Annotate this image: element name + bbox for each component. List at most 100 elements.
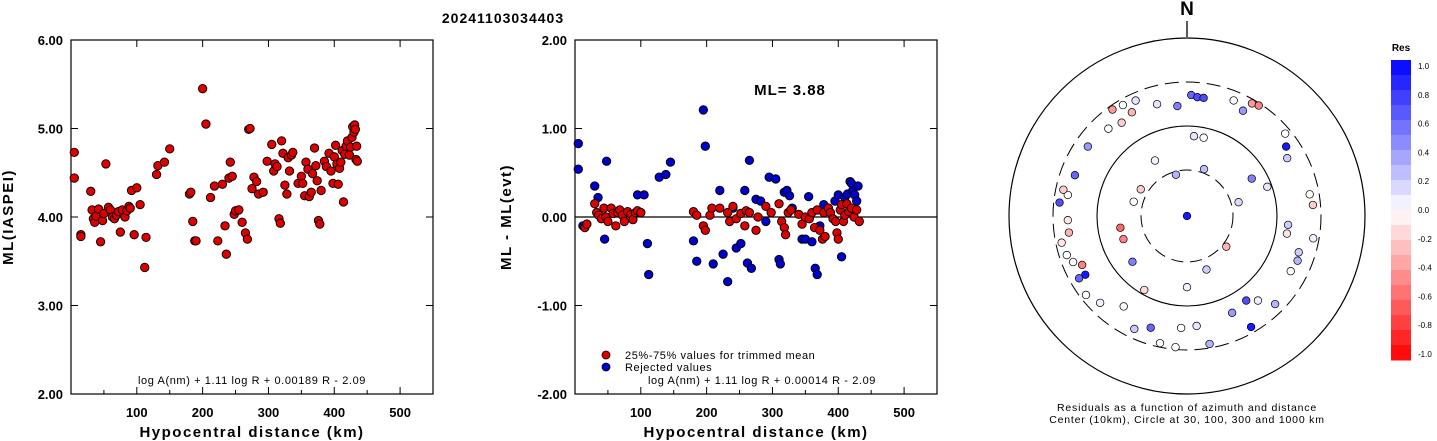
data-point [115,227,126,237]
rejected-point [761,216,771,227]
data-point [247,184,257,194]
y-tick-label: 0.00 [542,210,567,225]
station-point [1281,129,1290,138]
rejected-point [601,156,612,166]
rejected-point [665,157,676,167]
accepted-point [854,216,864,227]
x-tick-label: 500 [893,405,915,420]
data-point [326,166,336,176]
station-point [1059,185,1068,194]
circle-100km [1096,125,1278,307]
station-point [1081,270,1090,279]
station-point [1077,260,1087,270]
data-point [258,187,268,197]
accepted-point [715,203,725,213]
data-point [333,179,343,189]
data-point [280,180,290,190]
rejected-point [771,174,781,184]
accepted-point [780,230,791,240]
station-point [1229,96,1238,105]
rejected-point [639,190,649,200]
legend-rejected-label: Rejected values [625,362,712,374]
station-point [1096,298,1105,307]
station-point [1238,106,1248,115]
y-tick-label: 1.00 [542,122,567,137]
colorbar-tick-label: -0.6 [1418,292,1432,301]
station-point [1199,93,1208,103]
station-point [1070,171,1080,180]
colorbar-swatch [1391,90,1411,106]
data-point [275,218,285,228]
station-point [1171,343,1180,352]
data-point [135,199,145,210]
station-point [1282,229,1292,238]
x-tick-label: 300 [762,405,784,420]
data-point [316,185,326,196]
accepted-point [833,234,843,244]
data-point [338,197,349,207]
data-point [69,173,79,183]
station-point [1192,321,1201,331]
station-point [1242,296,1251,305]
data-point [188,216,198,227]
station-point [1176,323,1186,333]
rejected-point [812,269,822,280]
colorbar-swatch [1391,135,1411,151]
x-tick-label: 200 [696,405,718,420]
rejected-point [599,234,610,244]
data-point [272,161,282,172]
data-point [205,192,216,203]
colorbar-tick-label: -0.4 [1418,264,1432,273]
data-point [213,236,223,246]
accepted-point [582,219,592,229]
colorbar-tick-label: 0.2 [1418,177,1430,186]
x-tick-label: 100 [630,405,652,420]
rejected-point [590,181,600,191]
accepted-point [740,221,750,231]
data-point [306,187,316,197]
data-point [140,262,150,273]
colorbar-swatch [1391,195,1411,211]
accepted-point [786,205,796,215]
x-tick-label: 200 [192,405,214,420]
data-point [191,236,201,246]
station-point [1253,296,1263,305]
formula-label: log A(nm) + 1.11 log R + 0.00014 R - 2.0… [648,375,876,387]
station-point [1222,242,1231,251]
data-point [352,141,362,151]
station-point [1305,190,1314,199]
colorbar-tick-label: 0.4 [1418,148,1430,157]
rejected-point [784,191,795,201]
accepted-point [753,212,763,222]
data-point [312,176,322,186]
data-point [101,159,111,169]
colorbar-tick-label: 0.0 [1418,206,1430,215]
rejected-point [746,263,757,273]
accepted-point [590,199,600,209]
data-point [267,139,277,150]
accepted-point [707,203,717,213]
accepted-point [815,225,825,235]
station-point [1116,223,1125,232]
station-point [1081,290,1091,300]
north-label: N [1180,0,1194,20]
colorbar-swatch [1391,315,1411,331]
station-point [1270,299,1280,309]
data-point [242,234,253,244]
data-point [225,157,235,167]
colorbar-swatch [1391,150,1411,166]
station-point [1063,190,1072,200]
colorbar-tick-label: 1.0 [1418,62,1430,71]
station-point [1068,257,1078,267]
rejected-point [775,259,786,269]
station-point [1263,182,1272,191]
colorbar-tick-label: 0.6 [1418,120,1430,129]
data-point [217,179,228,189]
station-point [1282,142,1291,151]
rejected-point [688,236,699,246]
accepted-point [751,225,761,235]
station-point [1117,118,1126,127]
colorbar-swatch [1391,285,1411,301]
data-point [350,124,360,135]
